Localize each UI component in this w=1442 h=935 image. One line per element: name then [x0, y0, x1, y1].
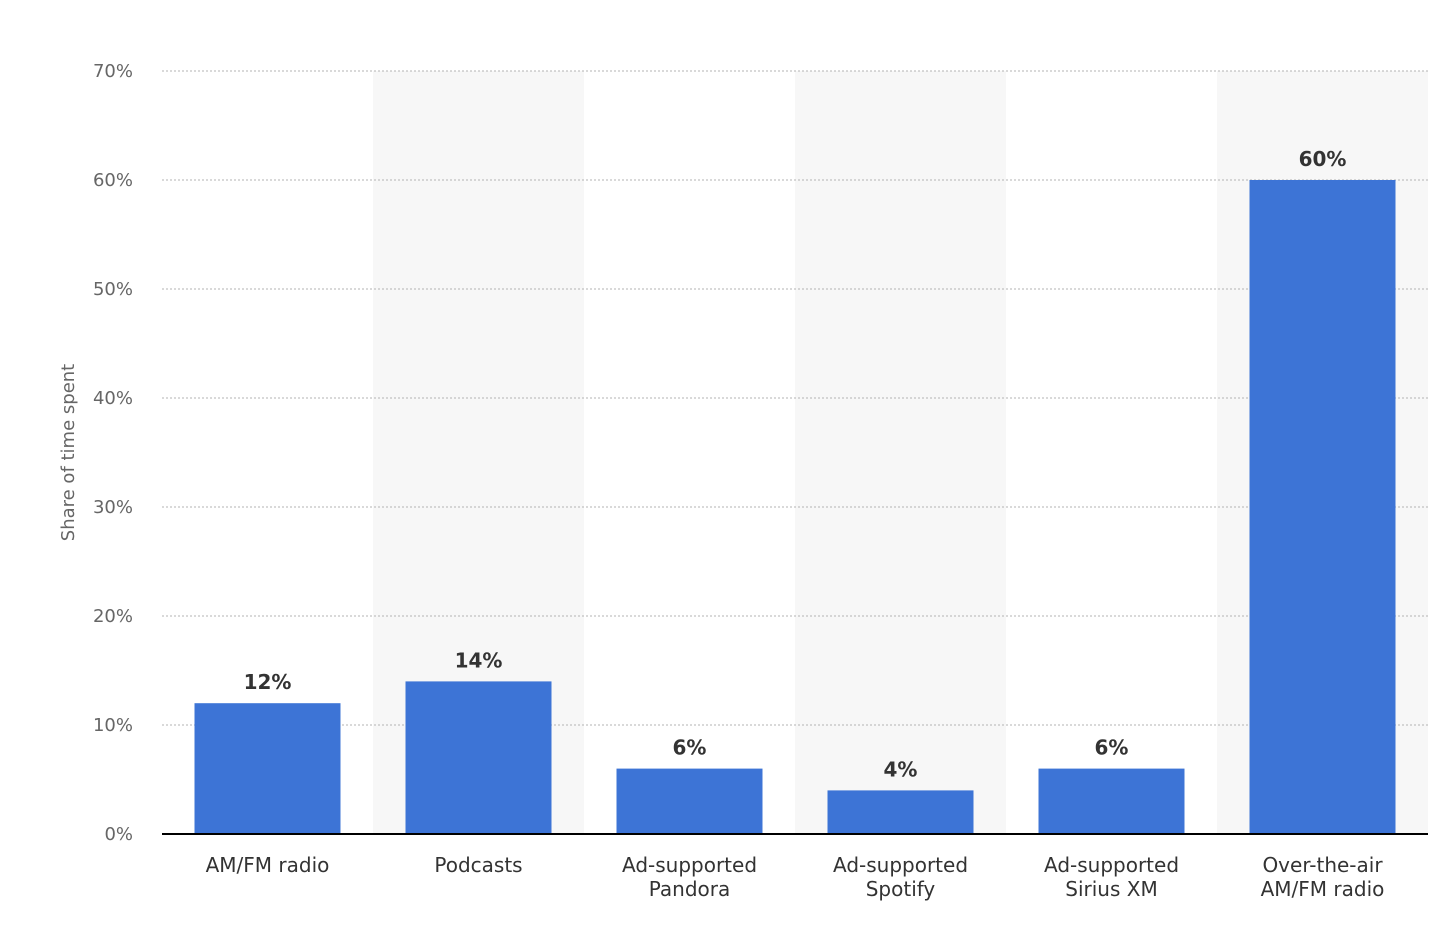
x-tick-label-line: Pandora [649, 877, 731, 901]
y-tick-label: 30% [93, 497, 133, 518]
x-tick-label-line: Ad-supported [1044, 853, 1179, 877]
x-tick-label-line: Ad-supported [622, 853, 757, 877]
y-tick-label: 20% [93, 606, 133, 627]
bar [1249, 180, 1396, 834]
gridlines [162, 70, 1428, 726]
data-label: 6% [673, 736, 707, 760]
data-label: 60% [1299, 147, 1347, 171]
bar [1038, 768, 1185, 834]
x-tick-label-line: Sirius XM [1065, 877, 1157, 901]
data-label: 4% [884, 757, 918, 781]
bar [405, 681, 552, 834]
x-tick-label: Ad-supported Spotify [833, 853, 968, 901]
data-label: 14% [455, 648, 503, 672]
bars [194, 180, 1396, 834]
data-label: 6% [1095, 736, 1129, 760]
category-band [795, 71, 1006, 834]
data-labels: 12% 14% 6% 4% 6% 60% [244, 147, 1347, 781]
y-tick-label: 50% [93, 279, 133, 300]
x-tick-label: Podcasts [434, 853, 522, 877]
y-tick-label: 0% [104, 824, 133, 845]
x-tick-label-line: AM/FM radio [206, 853, 330, 877]
bar [616, 768, 763, 834]
x-tick-label: AM/FM radio [206, 853, 330, 877]
y-axis-ticks: 0% 10% 20% 30% 40% 50% 60% 70% [93, 61, 133, 845]
y-tick-label: 70% [93, 61, 133, 82]
y-tick-label: 40% [93, 388, 133, 409]
data-label: 12% [244, 670, 292, 694]
bar [827, 790, 974, 834]
x-tick-label-line: Podcasts [434, 853, 522, 877]
x-tick-label-line: Spotify [866, 877, 936, 901]
x-axis-categories: AM/FM radio Podcasts Ad-supported PandoraAd… [206, 853, 1385, 901]
x-tick-label: Ad-supported Sirius XM [1044, 853, 1179, 901]
y-tick-label: 10% [93, 715, 133, 736]
x-tick-label-line: AM/FM radio [1261, 877, 1385, 901]
y-axis-title: Share of time spent [58, 364, 79, 541]
x-tick-label-line: Ad-supported [833, 853, 968, 877]
bar [194, 703, 341, 834]
x-tick-label: Ad-supported Pandora [622, 853, 757, 901]
y-tick-label: 60% [93, 170, 133, 191]
x-tick-label: Over-the-air AM/FM radio [1261, 853, 1385, 901]
x-tick-label-line: Over-the-air [1262, 853, 1383, 877]
